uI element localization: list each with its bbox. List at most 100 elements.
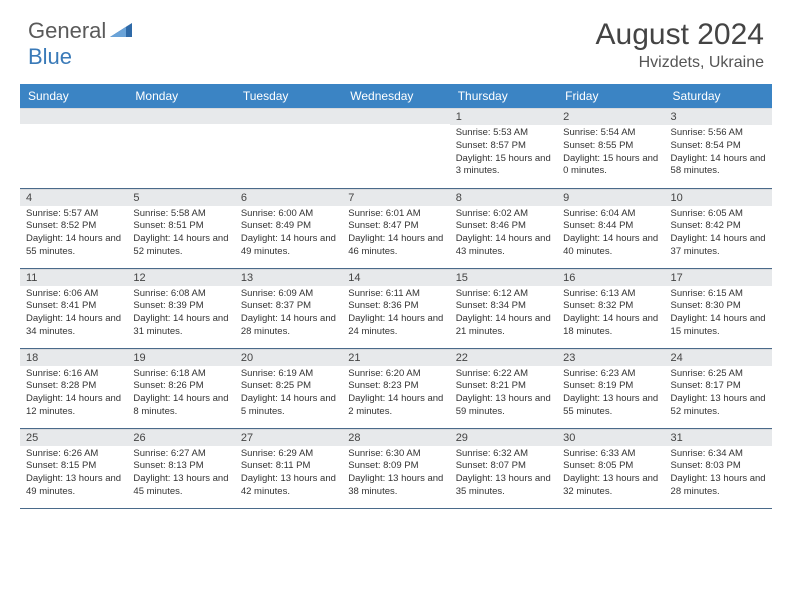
daylight-text: Daylight: 14 hours and 34 minutes. bbox=[26, 313, 121, 339]
calendar-cell: 12Sunrise: 6:08 AMSunset: 8:39 PMDayligh… bbox=[127, 268, 234, 348]
calendar-cell: 5Sunrise: 5:58 AMSunset: 8:51 PMDaylight… bbox=[127, 188, 234, 268]
sunset-text: Sunset: 8:37 PM bbox=[241, 300, 336, 313]
daylight-text: Daylight: 14 hours and 12 minutes. bbox=[26, 393, 121, 419]
day-details: Sunrise: 6:15 AMSunset: 8:30 PMDaylight:… bbox=[665, 286, 772, 343]
day-number bbox=[127, 108, 234, 124]
weekday-header: Wednesday bbox=[342, 84, 449, 108]
sunset-text: Sunset: 8:57 PM bbox=[456, 140, 551, 153]
day-number: 31 bbox=[665, 429, 772, 446]
calendar-cell bbox=[342, 108, 449, 188]
daylight-text: Daylight: 14 hours and 18 minutes. bbox=[563, 313, 658, 339]
day-details: Sunrise: 6:02 AMSunset: 8:46 PMDaylight:… bbox=[450, 206, 557, 263]
calendar-cell: 4Sunrise: 5:57 AMSunset: 8:52 PMDaylight… bbox=[20, 188, 127, 268]
sunrise-text: Sunrise: 5:58 AM bbox=[133, 208, 228, 221]
calendar-cell bbox=[235, 108, 342, 188]
calendar-row: 4Sunrise: 5:57 AMSunset: 8:52 PMDaylight… bbox=[20, 188, 772, 268]
day-number: 21 bbox=[342, 349, 449, 366]
sunrise-text: Sunrise: 6:30 AM bbox=[348, 448, 443, 461]
calendar-cell: 14Sunrise: 6:11 AMSunset: 8:36 PMDayligh… bbox=[342, 268, 449, 348]
weekday-header: Tuesday bbox=[235, 84, 342, 108]
day-details: Sunrise: 5:53 AMSunset: 8:57 PMDaylight:… bbox=[450, 125, 557, 182]
day-number: 19 bbox=[127, 349, 234, 366]
sunset-text: Sunset: 8:36 PM bbox=[348, 300, 443, 313]
day-details: Sunrise: 6:30 AMSunset: 8:09 PMDaylight:… bbox=[342, 446, 449, 503]
sunrise-text: Sunrise: 6:19 AM bbox=[241, 368, 336, 381]
daylight-text: Daylight: 13 hours and 32 minutes. bbox=[563, 473, 658, 499]
weekday-header: Saturday bbox=[665, 84, 772, 108]
calendar-row: 25Sunrise: 6:26 AMSunset: 8:15 PMDayligh… bbox=[20, 428, 772, 508]
logo-triangle-icon bbox=[110, 21, 132, 42]
day-details: Sunrise: 6:04 AMSunset: 8:44 PMDaylight:… bbox=[557, 206, 664, 263]
day-number bbox=[20, 108, 127, 124]
day-number: 10 bbox=[665, 189, 772, 206]
day-number: 29 bbox=[450, 429, 557, 446]
sunset-text: Sunset: 8:21 PM bbox=[456, 380, 551, 393]
day-details: Sunrise: 5:57 AMSunset: 8:52 PMDaylight:… bbox=[20, 206, 127, 263]
sunrise-text: Sunrise: 6:29 AM bbox=[241, 448, 336, 461]
daylight-text: Daylight: 15 hours and 0 minutes. bbox=[563, 153, 658, 179]
calendar-cell: 18Sunrise: 6:16 AMSunset: 8:28 PMDayligh… bbox=[20, 348, 127, 428]
sunrise-text: Sunrise: 6:11 AM bbox=[348, 288, 443, 301]
calendar-cell: 3Sunrise: 5:56 AMSunset: 8:54 PMDaylight… bbox=[665, 108, 772, 188]
sunset-text: Sunset: 8:55 PM bbox=[563, 140, 658, 153]
day-number: 15 bbox=[450, 269, 557, 286]
day-number: 23 bbox=[557, 349, 664, 366]
sunrise-text: Sunrise: 6:25 AM bbox=[671, 368, 766, 381]
day-number: 24 bbox=[665, 349, 772, 366]
calendar-cell: 19Sunrise: 6:18 AMSunset: 8:26 PMDayligh… bbox=[127, 348, 234, 428]
sunrise-text: Sunrise: 6:02 AM bbox=[456, 208, 551, 221]
calendar-row: 18Sunrise: 6:16 AMSunset: 8:28 PMDayligh… bbox=[20, 348, 772, 428]
day-number: 22 bbox=[450, 349, 557, 366]
calendar-cell: 2Sunrise: 5:54 AMSunset: 8:55 PMDaylight… bbox=[557, 108, 664, 188]
day-details: Sunrise: 6:23 AMSunset: 8:19 PMDaylight:… bbox=[557, 366, 664, 423]
sunset-text: Sunset: 8:52 PM bbox=[26, 220, 121, 233]
weekday-header: Thursday bbox=[450, 84, 557, 108]
day-details: Sunrise: 6:27 AMSunset: 8:13 PMDaylight:… bbox=[127, 446, 234, 503]
day-details: Sunrise: 6:06 AMSunset: 8:41 PMDaylight:… bbox=[20, 286, 127, 343]
day-details: Sunrise: 6:25 AMSunset: 8:17 PMDaylight:… bbox=[665, 366, 772, 423]
sunset-text: Sunset: 8:32 PM bbox=[563, 300, 658, 313]
daylight-text: Daylight: 14 hours and 8 minutes. bbox=[133, 393, 228, 419]
sunset-text: Sunset: 8:23 PM bbox=[348, 380, 443, 393]
daylight-text: Daylight: 14 hours and 28 minutes. bbox=[241, 313, 336, 339]
sunrise-text: Sunrise: 6:01 AM bbox=[348, 208, 443, 221]
sunset-text: Sunset: 8:07 PM bbox=[456, 460, 551, 473]
sunset-text: Sunset: 8:13 PM bbox=[133, 460, 228, 473]
sunset-text: Sunset: 8:17 PM bbox=[671, 380, 766, 393]
calendar-cell: 8Sunrise: 6:02 AMSunset: 8:46 PMDaylight… bbox=[450, 188, 557, 268]
weekday-header: Friday bbox=[557, 84, 664, 108]
day-number: 26 bbox=[127, 429, 234, 446]
day-details: Sunrise: 6:12 AMSunset: 8:34 PMDaylight:… bbox=[450, 286, 557, 343]
sunrise-text: Sunrise: 6:16 AM bbox=[26, 368, 121, 381]
sunrise-text: Sunrise: 6:27 AM bbox=[133, 448, 228, 461]
daylight-text: Daylight: 13 hours and 38 minutes. bbox=[348, 473, 443, 499]
day-number: 25 bbox=[20, 429, 127, 446]
sunrise-text: Sunrise: 6:09 AM bbox=[241, 288, 336, 301]
day-number: 7 bbox=[342, 189, 449, 206]
daylight-text: Daylight: 15 hours and 3 minutes. bbox=[456, 153, 551, 179]
calendar-row: 1Sunrise: 5:53 AMSunset: 8:57 PMDaylight… bbox=[20, 108, 772, 188]
day-number: 30 bbox=[557, 429, 664, 446]
day-details: Sunrise: 5:58 AMSunset: 8:51 PMDaylight:… bbox=[127, 206, 234, 263]
day-number: 13 bbox=[235, 269, 342, 286]
daylight-text: Daylight: 14 hours and 49 minutes. bbox=[241, 233, 336, 259]
day-details: Sunrise: 6:08 AMSunset: 8:39 PMDaylight:… bbox=[127, 286, 234, 343]
sunset-text: Sunset: 8:05 PM bbox=[563, 460, 658, 473]
sunset-text: Sunset: 8:25 PM bbox=[241, 380, 336, 393]
sunrise-text: Sunrise: 5:53 AM bbox=[456, 127, 551, 140]
logo-text-general: General bbox=[28, 18, 106, 44]
day-number: 3 bbox=[665, 108, 772, 125]
day-details: Sunrise: 6:33 AMSunset: 8:05 PMDaylight:… bbox=[557, 446, 664, 503]
calendar-cell: 21Sunrise: 6:20 AMSunset: 8:23 PMDayligh… bbox=[342, 348, 449, 428]
daylight-text: Daylight: 14 hours and 2 minutes. bbox=[348, 393, 443, 419]
day-details: Sunrise: 6:05 AMSunset: 8:42 PMDaylight:… bbox=[665, 206, 772, 263]
day-number: 11 bbox=[20, 269, 127, 286]
sunset-text: Sunset: 8:46 PM bbox=[456, 220, 551, 233]
sunrise-text: Sunrise: 6:04 AM bbox=[563, 208, 658, 221]
daylight-text: Daylight: 13 hours and 52 minutes. bbox=[671, 393, 766, 419]
day-details: Sunrise: 6:01 AMSunset: 8:47 PMDaylight:… bbox=[342, 206, 449, 263]
calendar-table: SundayMondayTuesdayWednesdayThursdayFrid… bbox=[20, 84, 772, 509]
day-number: 17 bbox=[665, 269, 772, 286]
sunset-text: Sunset: 8:42 PM bbox=[671, 220, 766, 233]
sunset-text: Sunset: 8:49 PM bbox=[241, 220, 336, 233]
